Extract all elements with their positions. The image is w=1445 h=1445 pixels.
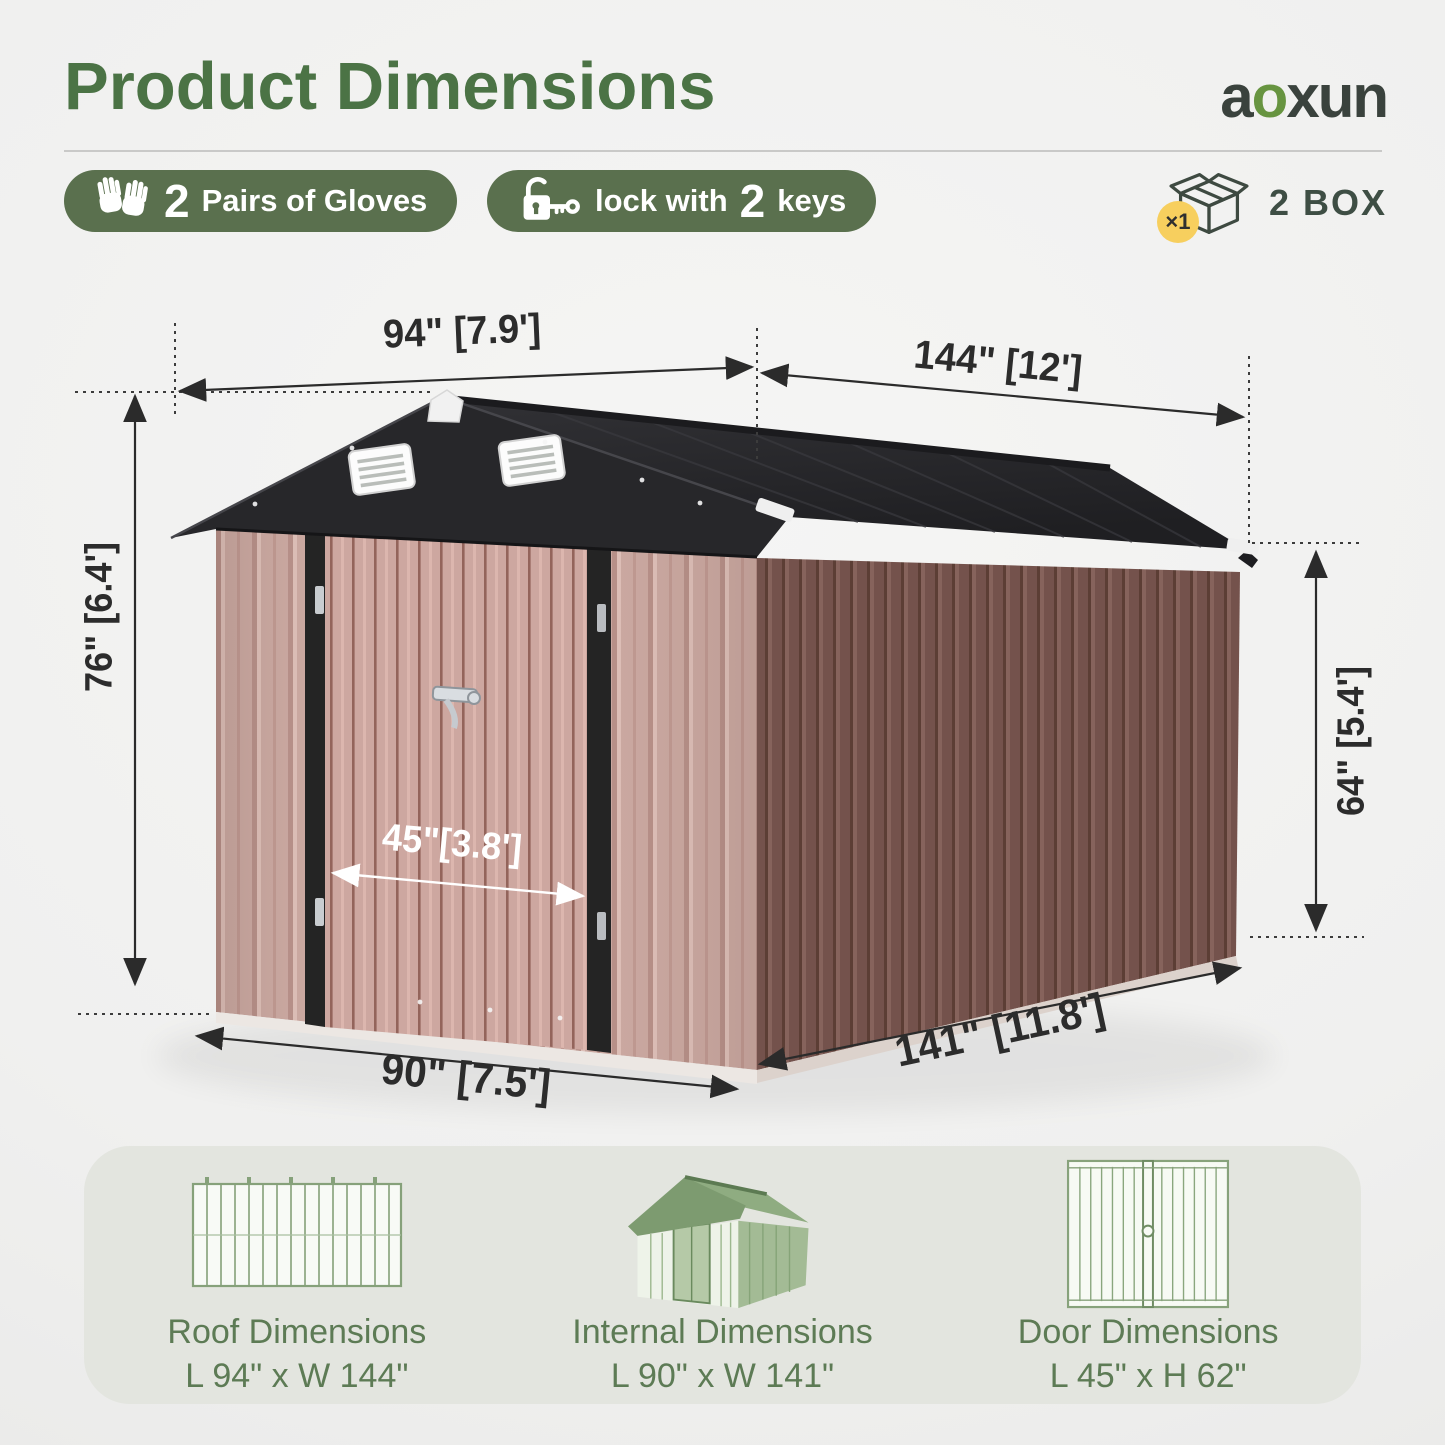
door-icon (1064, 1159, 1232, 1309)
card-dims: L 94" x W 144" (185, 1357, 409, 1395)
lock-label-post: keys (777, 183, 847, 218)
roof-width-label: 94" [7.9'] (382, 306, 542, 357)
brand-logo-part: xun (1286, 63, 1389, 130)
gloves-count: 2 (164, 175, 190, 227)
card-dims: L 90" x W 141" (610, 1357, 835, 1395)
box-count-label: 2 BOX (1268, 182, 1387, 223)
gable-vent-icon (347, 443, 416, 496)
roof-panel-icon (189, 1160, 405, 1308)
brand-logo-part: a (1220, 63, 1253, 130)
gloves-icon (94, 172, 152, 231)
internal-shed-icon (617, 1160, 829, 1309)
door-handle-icon (431, 685, 481, 729)
brand-logo-o: o (1251, 63, 1289, 130)
door-dimensions-card: Door Dimensions L 45" x H 62" (935, 1146, 1361, 1404)
brand-logo: aoxun (1220, 62, 1389, 131)
lock-label-pre: lock with (595, 183, 728, 218)
box-count-group: ×1 2 BOX (1156, 167, 1387, 243)
card-title: Roof Dimensions (167, 1313, 427, 1351)
box-multiplier-badge: ×1 (1156, 201, 1199, 243)
roof-dimensions-card: Roof Dimensions L 94" x W 144" (84, 1146, 510, 1404)
gable-vent-icon (497, 434, 566, 487)
lock-count: 2 (739, 175, 766, 227)
lock-icon (517, 172, 583, 231)
wall-height-label: 64" [5.4'] (1330, 665, 1373, 817)
card-title: Internal Dimensions (572, 1313, 873, 1351)
card-dims: L 45" x H 62" (1049, 1357, 1247, 1395)
lock-badge: lock with 2 keys (487, 170, 877, 232)
page-title: Product Dimensions (64, 49, 716, 124)
dimensions-summary-panel: Roof Dimensions L 94" x W 144" (84, 1146, 1361, 1404)
carton-box-icon: ×1 (1156, 167, 1253, 243)
gloves-label: Pairs of Gloves (201, 183, 428, 218)
header-divider (64, 150, 1382, 152)
total-height-label: 76" [6.4'] (78, 541, 121, 693)
internal-dimensions-card: Internal Dimensions L 90" x W 141" (510, 1146, 936, 1404)
gloves-badge: 2 Pairs of Gloves (64, 170, 458, 232)
card-title: Door Dimensions (1017, 1313, 1279, 1351)
